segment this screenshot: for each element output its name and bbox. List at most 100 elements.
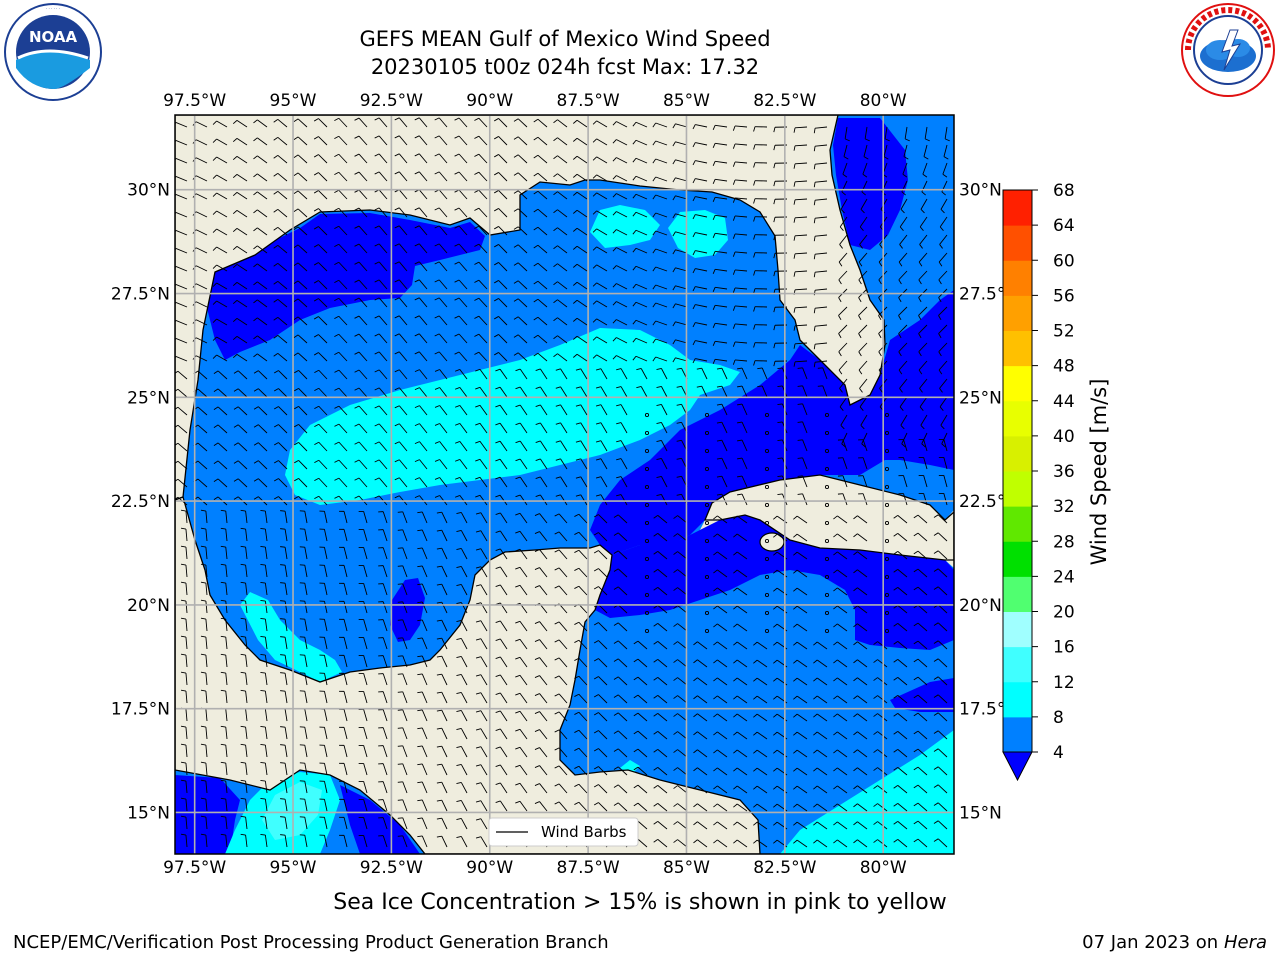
barb-969 [833,551,848,560]
barb-1042 [733,587,748,596]
legend-label: Wind Barbs [541,823,627,841]
barb-851 [824,502,830,508]
barb-29 [753,126,768,132]
barb-1459 [495,782,508,794]
barb-1418 [456,763,468,776]
barb-1121 [764,628,770,634]
barb-369 [533,280,548,290]
barb-1078 [673,605,688,614]
barb-1100 [339,618,348,632]
barb-423 [838,306,848,321]
barb-1190 [574,657,588,668]
barb-1247 [933,676,948,686]
barb-1315 [733,713,748,722]
barb-1125 [833,623,848,632]
barb-1183 [436,655,448,668]
barb-816 [898,475,908,488]
barb-445 [494,316,508,326]
barb-915 [534,531,548,542]
barb-1414 [378,763,388,776]
barb-937 [200,545,208,560]
barb-921 [653,532,668,542]
barb-259 [672,231,688,237]
grid-lines [175,115,954,854]
barb-526 [553,353,568,362]
barb-323 [394,261,408,272]
barb-1385 [574,747,588,758]
barb-1088 [884,610,890,616]
barb-255 [592,228,608,236]
barb-1489 [319,798,328,812]
x-tick-bottom-3: 90°W [466,858,513,878]
barb-119 [212,174,228,182]
barb-701 [941,432,948,448]
barb-358 [313,280,328,290]
barb-1594 [853,839,868,848]
barb-258 [652,230,668,236]
barb-1296 [358,709,368,722]
barb-373 [612,283,628,290]
barb-623 [939,396,948,411]
barb-1424 [574,765,588,776]
barb-1516 [853,803,868,812]
barb-834 [475,494,488,506]
barb-1360 [853,731,868,740]
barb-1172 [220,653,228,668]
barb-1530 [358,817,368,830]
barb-1468 [673,785,688,794]
barb-310 [918,252,928,267]
barb-883 [673,515,688,524]
barb-208 [434,207,448,218]
barb-953 [515,548,528,560]
barb-275 [212,246,228,254]
barb-478 [374,333,388,344]
barb-1431 [713,767,728,776]
barb-494 [692,340,708,346]
barb-990 [475,566,488,578]
barb-1433 [753,767,768,776]
barb-1093 [200,617,208,632]
barb-1018 [260,582,268,596]
barb-68 [753,144,768,150]
barb-37 [924,126,930,142]
barb-1370 [280,744,288,758]
barb-1166 [873,641,888,650]
barb-1271 [633,694,648,704]
barb-1355 [753,731,768,740]
barb-215 [573,209,588,218]
barb-596 [394,387,408,398]
barb-1336 [378,727,388,740]
barb-51 [414,135,428,146]
barb-662 [940,414,948,430]
barb-815 [884,484,890,490]
noaa-logo-text: NOAA [29,28,78,46]
barb-1185 [475,656,488,668]
barb-1194 [653,658,668,668]
barb-1514 [813,803,828,812]
calm-pacific-e [340,785,420,854]
barb-1553 [813,821,828,830]
barb-20 [573,119,588,128]
barb-750 [354,459,368,470]
barb-146 [753,180,768,186]
barb-918 [593,532,608,542]
barb-257 [632,229,648,236]
barb-1585 [673,839,688,848]
barb-545 [938,360,948,375]
barb-1471 [733,785,748,794]
barb-938 [220,545,228,560]
barb-698 [884,430,890,436]
barb-572 [696,367,708,380]
barb-513 [293,352,308,362]
barb-188 [813,198,828,206]
barb-335 [632,265,648,272]
barb-1595 [873,839,888,848]
barb-16 [494,118,508,128]
barb-1407 [240,761,248,776]
barb-847 [737,493,748,506]
barb-1301 [456,709,468,722]
barb-755 [454,458,468,470]
barb-1175 [280,654,288,668]
barb-684 [595,422,608,434]
barb-183 [712,196,728,203]
